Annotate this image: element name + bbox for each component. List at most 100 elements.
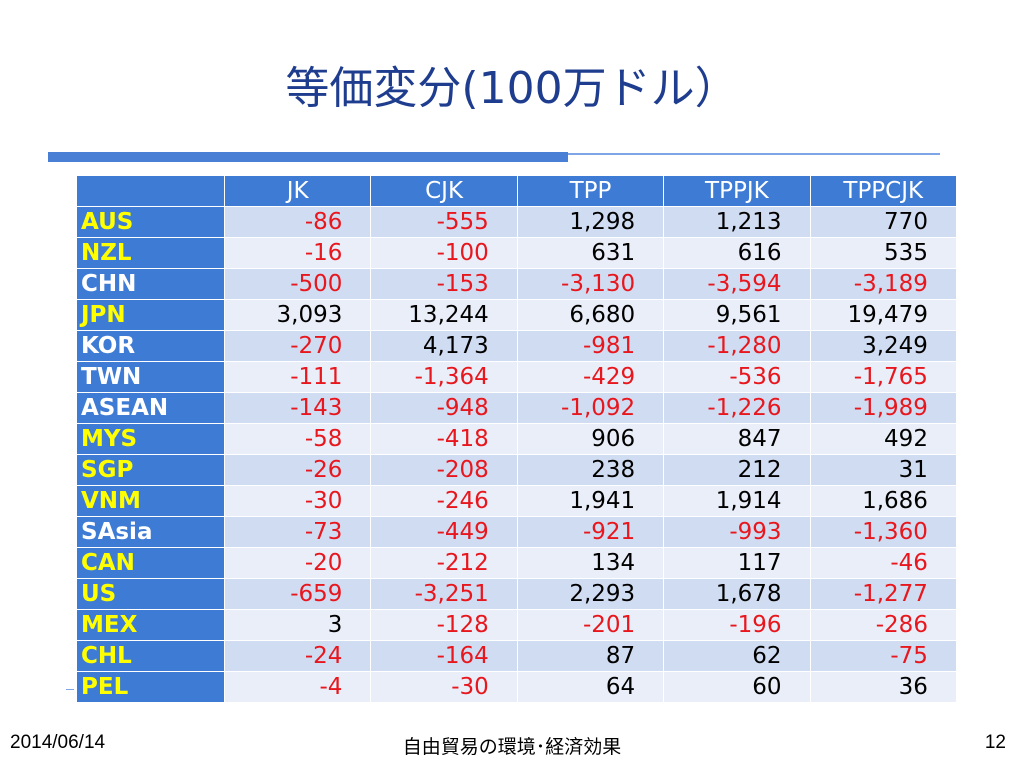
table-cell: 616: [663, 237, 811, 269]
table-row: MEX 3 -128 -201 -196 -286: [76, 609, 957, 641]
table-cell: -993: [663, 516, 811, 548]
table-cell: -58: [223, 423, 372, 455]
row-label: CAN: [76, 547, 225, 579]
table-cell: 134: [516, 547, 665, 579]
table-cell: -3,594: [663, 268, 811, 300]
table-cell: -128: [370, 609, 518, 641]
table-cell: -555: [370, 206, 518, 238]
table-row: SGP -26 -208 238 212 31: [76, 454, 957, 486]
table-row: AUS -86 -555 1,298 1,213 770: [76, 206, 957, 238]
page-number: 12: [984, 732, 1006, 753]
table-row: KOR -270 4,173 -981 -1,280 3,249: [76, 330, 957, 362]
table-cell: 87: [516, 640, 665, 672]
table-cell: -201: [516, 609, 665, 641]
table-cell: 535: [809, 237, 957, 269]
table-cell: 906: [516, 423, 665, 455]
table-cell: -24: [223, 640, 372, 672]
table-cell: 64: [516, 671, 665, 703]
table-row: JPN 3,093 13,244 6,680 9,561 19,479: [76, 299, 957, 331]
column-header: TPPJK: [663, 175, 811, 207]
table-cell: 3: [223, 609, 372, 641]
table-cell: -3,189: [809, 268, 957, 300]
table-row: PEL -4 -30 64 60 36: [76, 671, 957, 703]
table-cell: -286: [809, 609, 957, 641]
table-cell: -3,251: [370, 578, 518, 610]
table-cell: 36: [809, 671, 957, 703]
row-label: JPN: [76, 299, 225, 331]
table-cell: -1,092: [516, 392, 665, 424]
table-corner-cell: [76, 175, 225, 207]
table-row: CHN -500 -153 -3,130 -3,594 -3,189: [76, 268, 957, 300]
equivalent-variation-table: JK CJK TPP TPPJK TPPCJK AUS -86 -555 1,298 1…: [76, 175, 957, 703]
row-label: CHL: [76, 640, 225, 672]
table-cell: 847: [663, 423, 811, 455]
table-cell: -500: [223, 268, 372, 300]
table-cell: -30: [223, 485, 372, 517]
column-header: TPP: [516, 175, 665, 207]
table-cell: 1,213: [663, 206, 811, 238]
table-cell: 6,680: [516, 299, 665, 331]
table-cell: -75: [809, 640, 957, 672]
table-cell: 2,293: [516, 578, 665, 610]
table-cell: -143: [223, 392, 372, 424]
table-cell: -4: [223, 671, 372, 703]
row-label: CHN: [76, 268, 225, 300]
table-cell: 19,479: [809, 299, 957, 331]
column-header: TPPCJK: [809, 175, 957, 207]
slide-title: 等価変分(100万ドル）: [285, 63, 739, 114]
table-cell: 3,093: [223, 299, 372, 331]
table-cell: 1,678: [663, 578, 811, 610]
table-cell: -536: [663, 361, 811, 393]
table-cell: 492: [809, 423, 957, 455]
table-cell: 3,249: [809, 330, 957, 362]
table-cell: -16: [223, 237, 372, 269]
table-row: US -659 -3,251 2,293 1,678 -1,277: [76, 578, 957, 610]
table-cell: 631: [516, 237, 665, 269]
title-underline-thin: [568, 153, 940, 155]
table-cell: -948: [370, 392, 518, 424]
table-cell: -1,989: [809, 392, 957, 424]
table-cell: -246: [370, 485, 518, 517]
table-cell: -1,765: [809, 361, 957, 393]
row-label: SGP: [76, 454, 225, 486]
footer-title: 自由貿易の環境･経済効果: [402, 737, 622, 758]
table-cell: -164: [370, 640, 518, 672]
table-cell: -418: [370, 423, 518, 455]
table-cell: 1,941: [516, 485, 665, 517]
table-cell: -981: [516, 330, 665, 362]
table-header-row: JK CJK TPP TPPJK TPPCJK: [76, 175, 957, 207]
table-cell: -429: [516, 361, 665, 393]
table-cell: -208: [370, 454, 518, 486]
table-row: VNM -30 -246 1,941 1,914 1,686: [76, 485, 957, 517]
table-cell: -196: [663, 609, 811, 641]
table-cell: 31: [809, 454, 957, 486]
table-cell: 238: [516, 454, 665, 486]
table-row: CAN -20 -212 134 117 -46: [76, 547, 957, 579]
column-header: JK: [223, 175, 372, 207]
table-cell: 62: [663, 640, 811, 672]
table-cell: 9,561: [663, 299, 811, 331]
row-label: KOR: [76, 330, 225, 362]
table-cell: -30: [370, 671, 518, 703]
table-cell: -270: [223, 330, 372, 362]
row-label: AUS: [76, 206, 225, 238]
table-cell: 770: [809, 206, 957, 238]
table-cell: -1,280: [663, 330, 811, 362]
table-row: MYS -58 -418 906 847 492: [76, 423, 957, 455]
table-body: AUS -86 -555 1,298 1,213 770 NZL -16 -100 631 616 5…: [76, 206, 957, 703]
table-cell: -26: [223, 454, 372, 486]
row-label: SAsia: [76, 516, 225, 548]
table-cell: -659: [223, 578, 372, 610]
table-row: ASEAN -143 -948 -1,092 -1,226 -1,989: [76, 392, 957, 424]
table-cell: -449: [370, 516, 518, 548]
row-label: PEL: [76, 671, 225, 703]
title-underline-thick: [48, 152, 568, 162]
table-cell: 117: [663, 547, 811, 579]
row-label: ASEAN: [76, 392, 225, 424]
table-row: CHL -24 -164 87 62 -75: [76, 640, 957, 672]
table-cell: -1,226: [663, 392, 811, 424]
table-cell: -20: [223, 547, 372, 579]
table-cell: -100: [370, 237, 518, 269]
table-cell: -1,360: [809, 516, 957, 548]
row-label: MYS: [76, 423, 225, 455]
